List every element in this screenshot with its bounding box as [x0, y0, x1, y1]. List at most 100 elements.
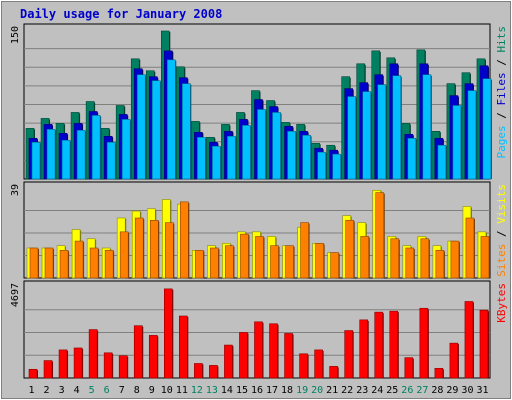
- x-tick-label: 31: [476, 385, 488, 396]
- x-tick-label: 14: [221, 385, 233, 396]
- bar-pages: [287, 131, 296, 180]
- bar-kbytes: [209, 365, 218, 379]
- bar-pages: [332, 153, 341, 180]
- legend-part: Hits: [495, 26, 508, 53]
- x-tick-label: 16: [251, 385, 263, 396]
- bar-sites: [360, 236, 370, 279]
- chart-title: Daily usage for January 2008: [20, 7, 222, 21]
- bar-kbytes: [299, 353, 308, 379]
- bar-kbytes: [88, 329, 98, 379]
- bar-sites: [104, 250, 114, 279]
- bar-kbytes: [314, 349, 323, 379]
- x-tick-label: 15: [236, 385, 248, 396]
- bar-sites: [59, 250, 69, 279]
- legend-part: /: [495, 53, 508, 73]
- bar-sites: [255, 236, 264, 279]
- x-tick-label: 11: [176, 385, 188, 396]
- bar-pages: [227, 135, 236, 180]
- x-tick-label: 9: [149, 385, 155, 396]
- bar-pages: [61, 139, 71, 180]
- bar-pages: [392, 75, 402, 180]
- bar-kbytes: [404, 357, 414, 379]
- bar-kbytes: [434, 368, 444, 379]
- bar-pages: [121, 119, 131, 180]
- bar-kbytes: [419, 307, 429, 379]
- x-axis-labels: 1 2 3 4 5 6 7 8 9 10 11 12 13 14 15 16 17 18 19 20 21 22 23 24 2…: [29, 385, 489, 396]
- y-max-label: 4697: [10, 283, 21, 307]
- bar-pages: [407, 137, 417, 180]
- bar-pages: [212, 145, 221, 180]
- x-tick-label: 10: [161, 385, 173, 396]
- bar-sites: [210, 247, 219, 279]
- bar-kbytes: [194, 363, 203, 379]
- x-tick-label: 4: [74, 385, 80, 396]
- bar-pages: [182, 83, 191, 180]
- legend-part: Visits: [495, 184, 508, 224]
- bar-kbytes: [269, 323, 278, 379]
- bar-kbytes: [103, 352, 113, 379]
- x-tick-label: 30: [461, 385, 473, 396]
- bar-sites: [89, 247, 99, 279]
- bar-kbytes: [344, 330, 353, 379]
- legend-part: Sites: [495, 244, 508, 277]
- bar-pages: [91, 115, 101, 180]
- legend-part: KBytes: [495, 283, 508, 323]
- bar-kbytes: [479, 309, 489, 379]
- x-tick-label: 7: [119, 385, 125, 396]
- bar-pages: [257, 109, 266, 180]
- bar-sites: [315, 243, 324, 279]
- bar-sites: [134, 217, 144, 279]
- bar-kbytes: [239, 332, 248, 379]
- legend-part: Files: [495, 72, 508, 105]
- y-max-label: 39: [10, 184, 21, 196]
- bar-sites: [435, 250, 445, 279]
- bar-pages: [437, 144, 447, 180]
- bar-sites: [390, 238, 400, 279]
- x-tick-label: 22: [341, 385, 353, 396]
- bar-sites: [225, 245, 234, 279]
- bar-kbytes: [118, 355, 128, 379]
- panel-legend: KBytes: [495, 283, 508, 323]
- x-tick-label: 13: [206, 385, 218, 396]
- bar-pages: [151, 80, 161, 180]
- panel-visits-sites: 39 Sites / Visits: [10, 181, 508, 279]
- bar-pages: [76, 130, 86, 180]
- bar-pages: [31, 141, 41, 180]
- bar-sites: [465, 217, 475, 279]
- bar-kbytes: [389, 310, 399, 379]
- x-tick-label: 20: [311, 385, 323, 396]
- bar-sites: [44, 247, 54, 279]
- bar-sites: [285, 245, 294, 279]
- bar-kbytes: [254, 321, 263, 379]
- bar-kbytes: [133, 325, 143, 379]
- x-tick-label: 3: [59, 385, 65, 396]
- x-tick-label: 1: [29, 385, 35, 396]
- bar-kbytes: [43, 360, 53, 379]
- bar-sites: [119, 231, 129, 279]
- x-tick-label: 5: [89, 385, 95, 396]
- bar-kbytes: [329, 366, 338, 379]
- x-tick-label: 17: [266, 385, 278, 396]
- bar-kbytes: [374, 311, 384, 379]
- bar-pages: [272, 112, 281, 180]
- panel-hits-files-pages: 150 Pages / Files / Hits: [10, 23, 508, 180]
- bar-kbytes: [163, 288, 173, 379]
- bar-sites: [270, 245, 279, 279]
- bar-pages: [136, 74, 146, 180]
- x-tick-label: 21: [326, 385, 338, 396]
- bar-sites: [300, 222, 309, 279]
- panel-kbytes: 4697 KBytes: [10, 280, 508, 379]
- bar-pages: [46, 129, 56, 180]
- bar-pages: [482, 78, 492, 180]
- bar-kbytes: [359, 319, 369, 379]
- x-tick-label: 28: [431, 385, 443, 396]
- bar-pages: [302, 134, 311, 180]
- bar-pages: [467, 90, 477, 180]
- bar-pages: [106, 141, 116, 180]
- x-tick-label: 29: [446, 385, 458, 396]
- bar-sites: [375, 192, 385, 279]
- bar-pages: [317, 151, 326, 180]
- panel-legend: Pages / Files / Hits: [495, 26, 508, 159]
- bar-sites: [480, 236, 490, 279]
